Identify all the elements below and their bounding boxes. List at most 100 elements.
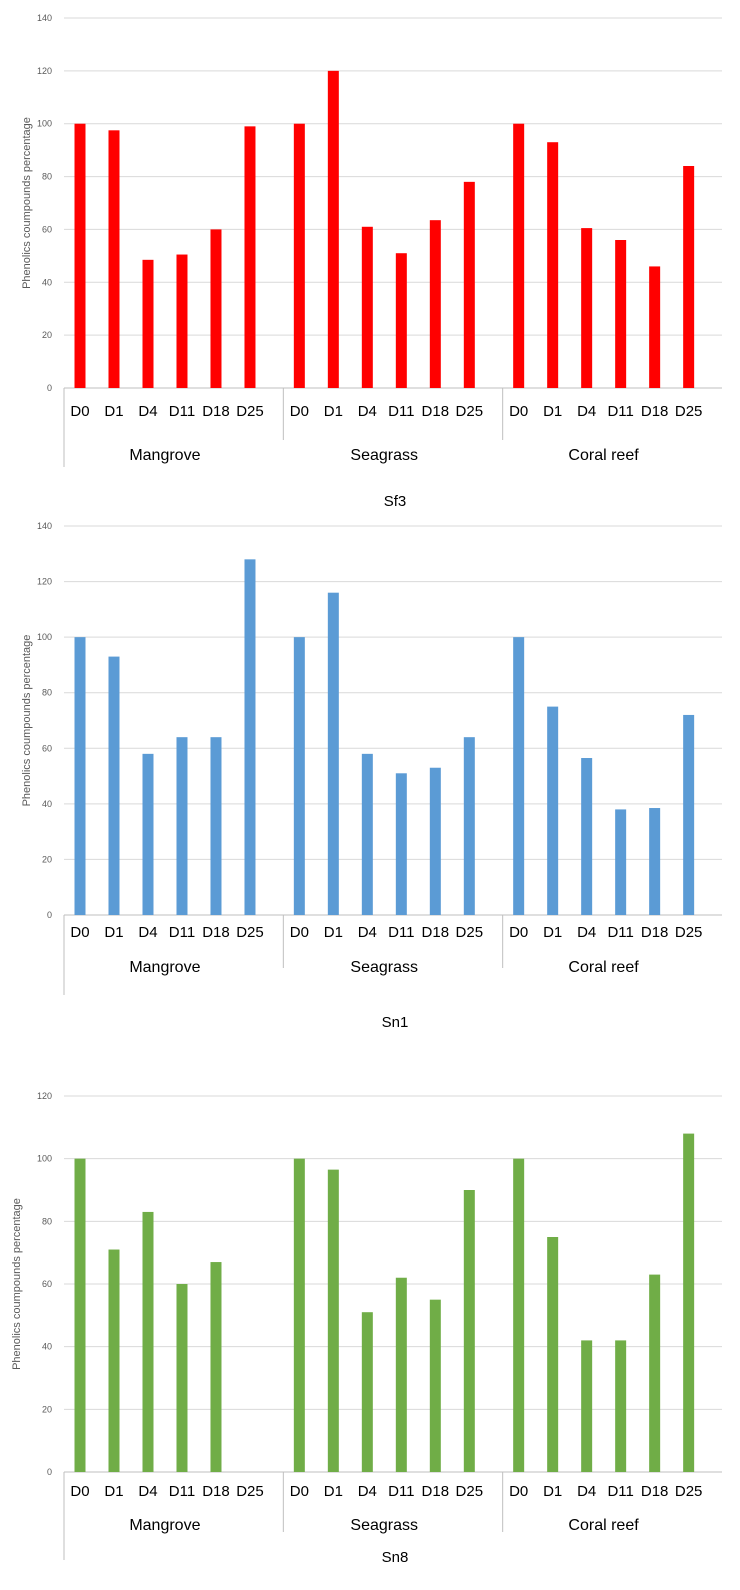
x-tick-label: D1 bbox=[324, 403, 343, 420]
x-tick-label: D1 bbox=[104, 1483, 123, 1500]
group-label: Mangrove bbox=[129, 959, 200, 976]
group-label: Seagrass bbox=[350, 1517, 418, 1534]
x-tick-label: D25 bbox=[236, 403, 264, 420]
y-tick-label: 80 bbox=[42, 688, 52, 698]
x-tick-label: D0 bbox=[70, 924, 89, 941]
y-axis-label: Phenolics coumpounds percentage bbox=[11, 1198, 23, 1370]
x-tick-label: D18 bbox=[641, 1483, 669, 1500]
y-tick-label: 60 bbox=[42, 743, 52, 753]
y-tick-label: 40 bbox=[42, 1342, 52, 1352]
group-label: Seagrass bbox=[350, 959, 418, 976]
x-tick-label: D11 bbox=[169, 924, 195, 941]
bar-mangrove-d4 bbox=[142, 259, 154, 388]
x-tick-label: D25 bbox=[456, 924, 484, 941]
chart-title: Sf3 bbox=[384, 493, 407, 510]
bar-seagrass-d18 bbox=[429, 767, 441, 915]
bar-mangrove-d25 bbox=[244, 126, 256, 388]
x-tick-label: D11 bbox=[169, 403, 195, 420]
x-tick-label: D11 bbox=[607, 1483, 633, 1500]
x-tick-label: D11 bbox=[607, 403, 633, 420]
y-tick-label: 140 bbox=[37, 13, 52, 23]
y-tick-label: 20 bbox=[42, 330, 52, 340]
x-tick-label: D18 bbox=[202, 924, 230, 941]
bar-seagrass-d25 bbox=[463, 1190, 475, 1472]
x-tick-label: D4 bbox=[577, 1483, 596, 1500]
bar-coral-reef-d11 bbox=[615, 809, 627, 915]
x-tick-label: D0 bbox=[70, 1483, 89, 1500]
bar-coral-reef-d25 bbox=[683, 1133, 695, 1472]
y-axis-label: Phenolics coumpounds percentage bbox=[21, 117, 33, 289]
y-tick-label: 120 bbox=[37, 1091, 52, 1101]
y-tick-label: 40 bbox=[42, 277, 52, 287]
bar-mangrove-d25 bbox=[244, 559, 256, 915]
y-tick-label: 0 bbox=[47, 910, 52, 920]
bar-coral-reef-d25 bbox=[683, 166, 695, 388]
bar-coral-reef-d0 bbox=[513, 637, 525, 915]
y-tick-label: 120 bbox=[37, 66, 52, 76]
x-tick-label: D1 bbox=[543, 1483, 562, 1500]
bar-mangrove-d11 bbox=[176, 737, 188, 915]
bar-coral-reef-d0 bbox=[513, 1158, 525, 1472]
x-tick-label: D0 bbox=[509, 1483, 528, 1500]
chart-title: Sn1 bbox=[382, 1014, 409, 1031]
y-tick-label: 20 bbox=[42, 854, 52, 864]
x-tick-label: D1 bbox=[543, 403, 562, 420]
y-tick-label: 40 bbox=[42, 799, 52, 809]
x-tick-label: D25 bbox=[675, 1483, 703, 1500]
x-tick-label: D11 bbox=[388, 924, 414, 941]
x-tick-label: D18 bbox=[202, 1483, 230, 1500]
x-tick-label: D4 bbox=[358, 403, 377, 420]
y-tick-label: 20 bbox=[42, 1404, 52, 1414]
y-tick-label: 100 bbox=[37, 1154, 52, 1164]
x-tick-label: D1 bbox=[324, 1483, 343, 1500]
bar-seagrass-d25 bbox=[463, 181, 475, 388]
bar-coral-reef-d1 bbox=[547, 142, 559, 388]
y-tick-label: 0 bbox=[47, 383, 52, 393]
bar-seagrass-d1 bbox=[327, 70, 339, 388]
bar-mangrove-d18 bbox=[210, 229, 222, 388]
x-tick-label: D0 bbox=[509, 924, 528, 941]
group-label: Seagrass bbox=[350, 447, 418, 464]
bar-seagrass-d0 bbox=[293, 123, 305, 388]
bar-coral-reef-d4 bbox=[581, 758, 593, 915]
bar-seagrass-d4 bbox=[361, 226, 373, 388]
x-tick-label: D0 bbox=[70, 403, 89, 420]
y-tick-label: 80 bbox=[42, 1216, 52, 1226]
y-tick-label: 100 bbox=[37, 119, 52, 129]
x-tick-label: D0 bbox=[290, 924, 309, 941]
bar-coral-reef-d18 bbox=[649, 266, 661, 388]
x-tick-label: D4 bbox=[358, 924, 377, 941]
bar-coral-reef-d4 bbox=[581, 228, 593, 388]
bar-mangrove-d18 bbox=[210, 737, 222, 915]
chart-sn1: 0 20 40 60 80 100 120 140 Phenolics coumpounds p… bbox=[21, 521, 722, 1031]
bar-seagrass-d4 bbox=[361, 1312, 373, 1472]
bar-seagrass-d11 bbox=[395, 253, 407, 388]
x-tick-label: D11 bbox=[607, 924, 633, 941]
bar-seagrass-d11 bbox=[395, 773, 407, 915]
bar-seagrass-d4 bbox=[361, 753, 373, 915]
bar-seagrass-d1 bbox=[327, 1169, 339, 1472]
bar-mangrove-d4 bbox=[142, 1211, 154, 1472]
x-tick-label: D25 bbox=[456, 1483, 484, 1500]
bar-mangrove-d18 bbox=[210, 1262, 222, 1472]
chart-title: Sn8 bbox=[382, 1549, 409, 1566]
bar-coral-reef-d11 bbox=[615, 240, 627, 388]
x-tick-label: D18 bbox=[202, 403, 230, 420]
bar-seagrass-d18 bbox=[429, 220, 441, 388]
bar-mangrove-d1 bbox=[108, 1249, 120, 1472]
x-tick-label: D18 bbox=[641, 403, 669, 420]
x-tick-label: D0 bbox=[509, 403, 528, 420]
x-tick-label: D4 bbox=[577, 403, 596, 420]
y-tick-label: 80 bbox=[42, 172, 52, 182]
group-label: Coral reef bbox=[568, 447, 639, 464]
chart-sn8: 0 20 40 60 80 100 120 Phenolics coumpounds perc… bbox=[11, 1091, 722, 1566]
x-tick-label: D25 bbox=[675, 403, 703, 420]
chart-sf3: 0 20 40 60 80 100 120 140 Phenolics coumpounds p… bbox=[21, 13, 722, 510]
bar-seagrass-d0 bbox=[293, 1158, 305, 1472]
x-tick-label: D18 bbox=[641, 924, 669, 941]
group-label: Coral reef bbox=[568, 959, 639, 976]
x-tick-label: D4 bbox=[138, 924, 157, 941]
y-tick-label: 60 bbox=[42, 224, 52, 234]
bar-coral-reef-d18 bbox=[649, 1274, 661, 1472]
x-tick-label: D25 bbox=[236, 1483, 264, 1500]
